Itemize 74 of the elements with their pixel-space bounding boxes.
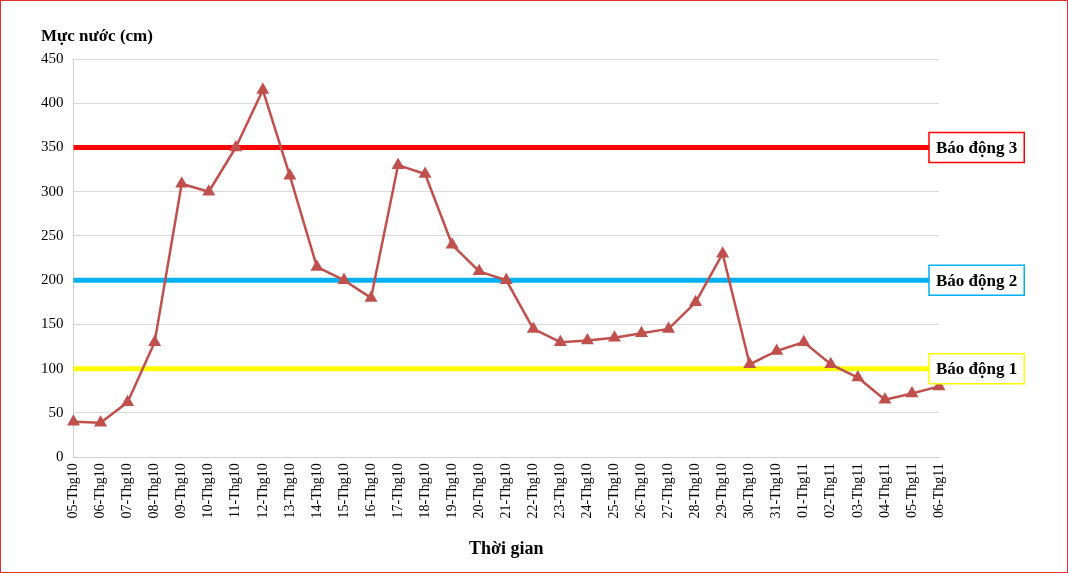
y-tick-label: 100 — [41, 359, 64, 376]
y-tick-label: 200 — [41, 271, 64, 288]
x-tick-label: 18-Thg10 — [416, 463, 432, 519]
x-tick-label: 23-Thg10 — [552, 463, 568, 519]
x-tick-label: 31-Thg10 — [768, 463, 784, 519]
x-tick-label: 08-Thg10 — [146, 463, 162, 519]
x-tick-label: 10-Thg10 — [200, 463, 216, 519]
point — [500, 273, 512, 284]
point — [67, 415, 80, 426]
x-tick-label: 27-Thg10 — [660, 463, 676, 519]
point — [203, 185, 215, 196]
y-tick-label: 300 — [41, 182, 64, 199]
x-tick-label: 05-Thg10 — [65, 463, 81, 519]
point — [798, 335, 810, 346]
x-tick-label: 11-Thg10 — [227, 463, 243, 518]
y-tick-label: 0 — [56, 448, 64, 465]
point — [906, 387, 918, 398]
ref-line-label: Báo động 1 — [936, 359, 1018, 379]
ref-line-label: Báo động 2 — [936, 270, 1018, 290]
y-axis-title: Mực nước (cm) — [41, 26, 153, 46]
x-tick-label: 06-Thg10 — [92, 463, 108, 519]
point — [879, 393, 891, 404]
y-tick-label: 150 — [41, 315, 64, 332]
x-tick-label: 26-Thg10 — [633, 463, 649, 519]
x-tick-label: 05-Thg11 — [903, 463, 919, 518]
x-tick-label: 01-Thg11 — [795, 463, 811, 518]
x-axis-title: Thời gian — [469, 537, 544, 558]
x-tick-label: 28-Thg10 — [687, 463, 703, 519]
x-tick-label: 15-Thg10 — [335, 463, 351, 519]
point — [365, 291, 377, 302]
point — [581, 334, 593, 345]
point — [284, 169, 296, 180]
x-tick-label: 13-Thg10 — [281, 463, 297, 519]
point — [230, 141, 242, 152]
x-tick-label: 16-Thg10 — [362, 463, 378, 519]
x-tick-label: 24-Thg10 — [579, 463, 595, 519]
point — [717, 247, 729, 258]
ref-line-label: Báo động 3 — [936, 137, 1018, 157]
y-tick-label: 400 — [41, 94, 64, 111]
x-tick-label: 03-Thg11 — [849, 463, 865, 518]
x-tick-label: 07-Thg10 — [119, 463, 135, 519]
point — [771, 344, 783, 355]
x-tick-label: 22-Thg10 — [524, 463, 540, 519]
point — [176, 177, 188, 188]
y-tick-label: 50 — [48, 403, 64, 420]
y-tick-label: 450 — [41, 49, 64, 66]
y-tick-label: 350 — [41, 138, 64, 155]
point — [257, 83, 269, 94]
point — [662, 322, 675, 333]
x-tick-label: 19-Thg10 — [443, 463, 459, 519]
x-tick-label: 04-Thg11 — [876, 463, 892, 518]
x-tick-label: 21-Thg10 — [497, 463, 513, 519]
x-tick-label: 20-Thg10 — [470, 463, 486, 519]
x-tick-label: 12-Thg10 — [254, 463, 270, 519]
point — [338, 273, 350, 284]
x-tick-label: 14-Thg10 — [308, 463, 324, 519]
x-tick-label: 29-Thg10 — [714, 463, 730, 519]
point — [94, 416, 107, 427]
x-tick-label: 30-Thg10 — [741, 463, 757, 519]
point — [311, 260, 323, 271]
point — [392, 158, 404, 169]
point — [608, 331, 621, 342]
point — [852, 371, 864, 382]
point — [419, 167, 431, 178]
x-tick-label: 09-Thg10 — [173, 463, 189, 519]
point — [446, 238, 458, 249]
x-tick-label: 25-Thg10 — [606, 463, 622, 519]
x-tick-label: 17-Thg10 — [389, 463, 405, 519]
point — [554, 335, 566, 346]
point — [527, 322, 539, 333]
y-tick-label: 250 — [41, 226, 64, 243]
point — [149, 335, 161, 346]
x-tick-label: 06-Thg11 — [930, 463, 946, 518]
x-tick-label: 02-Thg11 — [822, 463, 838, 518]
